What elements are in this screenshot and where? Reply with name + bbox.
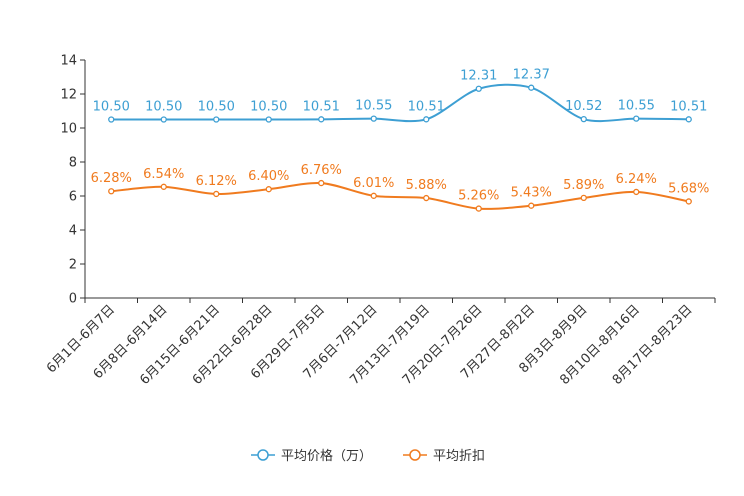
legend-marker-icon <box>409 449 421 461</box>
y-tick-label: 2 <box>69 258 77 273</box>
data-label: 6.28% <box>91 171 132 186</box>
data-point[interactable] <box>108 188 115 195</box>
data-label: 10.50 <box>250 100 287 115</box>
data-point[interactable] <box>265 116 272 123</box>
y-tick-label: 4 <box>69 224 77 239</box>
data-label: 12.31 <box>460 69 497 84</box>
data-label: 10.50 <box>198 100 235 115</box>
series-line <box>111 83 689 123</box>
data-point[interactable] <box>685 198 692 205</box>
y-tick-label: 8 <box>69 156 77 171</box>
data-point[interactable] <box>160 183 167 190</box>
series-line <box>111 181 689 210</box>
data-point[interactable] <box>633 115 640 122</box>
data-label: 5.26% <box>458 189 499 204</box>
data-point[interactable] <box>318 179 325 187</box>
data-label: 10.50 <box>145 100 182 115</box>
y-tick-label: 0 <box>69 292 77 307</box>
data-label: 10.55 <box>355 99 392 114</box>
y-tick-label: 12 <box>60 88 77 103</box>
data-label: 10.51 <box>408 99 445 114</box>
legend-label: 平均价格（万） <box>281 448 372 464</box>
data-label: 6.12% <box>196 174 237 189</box>
data-label: 5.89% <box>563 178 604 193</box>
data-point[interactable] <box>370 115 377 122</box>
data-point[interactable] <box>160 116 167 123</box>
data-point[interactable] <box>213 116 220 123</box>
y-tick-label: 14 <box>60 54 77 69</box>
data-point[interactable] <box>318 116 325 123</box>
data-label: 6.01% <box>353 176 394 191</box>
data-label: 10.51 <box>303 99 340 114</box>
data-point[interactable] <box>108 116 115 123</box>
data-label: 5.43% <box>511 186 552 201</box>
y-axis: 0 2 4 6 8 10 12 14 <box>60 54 86 307</box>
data-label: 10.51 <box>670 99 707 114</box>
data-point[interactable] <box>580 116 587 123</box>
series-layer: 10.50 10.50 10.50 10.50 10.51 10.55 10.51 12.31… <box>91 68 709 212</box>
y-tick-label: 6 <box>69 190 77 205</box>
data-label: 6.54% <box>143 167 184 182</box>
data-point[interactable] <box>528 84 535 91</box>
data-point[interactable] <box>633 188 640 196</box>
legend-item-1[interactable]: 平均价格（万） <box>251 448 372 464</box>
data-point[interactable] <box>475 85 482 92</box>
data-label: 10.52 <box>565 99 602 114</box>
data-label: 6.24% <box>616 172 657 187</box>
data-point[interactable] <box>423 194 430 202</box>
data-label: 12.37 <box>513 68 550 83</box>
data-point[interactable] <box>528 202 535 209</box>
data-point[interactable] <box>475 205 482 212</box>
y-tick-label: 10 <box>60 122 77 137</box>
data-label: 5.88% <box>406 178 447 193</box>
data-label: 6.76% <box>301 163 342 178</box>
data-point[interactable] <box>685 116 692 123</box>
legend[interactable]: 平均价格（万） 平均折扣 <box>251 448 485 464</box>
data-label: 10.55 <box>618 99 655 114</box>
data-label: 6.40% <box>248 169 289 184</box>
data-label: 5.68% <box>668 181 709 196</box>
legend-item-2[interactable]: 平均折扣 <box>403 449 485 464</box>
data-label: 10.50 <box>93 100 130 115</box>
x-axis: 6月1日-6月7日6月8日-6月14日6月15日-6月21日6月22日-6月28… <box>44 297 716 388</box>
data-point[interactable] <box>265 186 272 193</box>
series-2: 6.28% 6.54% 6.12% 6.40% 6.76% 6.01% 5.88% 5.26%… <box>91 163 709 212</box>
data-point[interactable] <box>423 116 430 123</box>
data-point[interactable] <box>213 190 220 198</box>
data-point[interactable] <box>580 194 587 202</box>
legend-label: 平均折扣 <box>433 449 485 464</box>
legend-marker-icon <box>257 449 269 461</box>
data-point[interactable] <box>370 192 377 199</box>
series-1: 10.50 10.50 10.50 10.50 10.51 10.55 10.51 12.31… <box>93 68 707 123</box>
